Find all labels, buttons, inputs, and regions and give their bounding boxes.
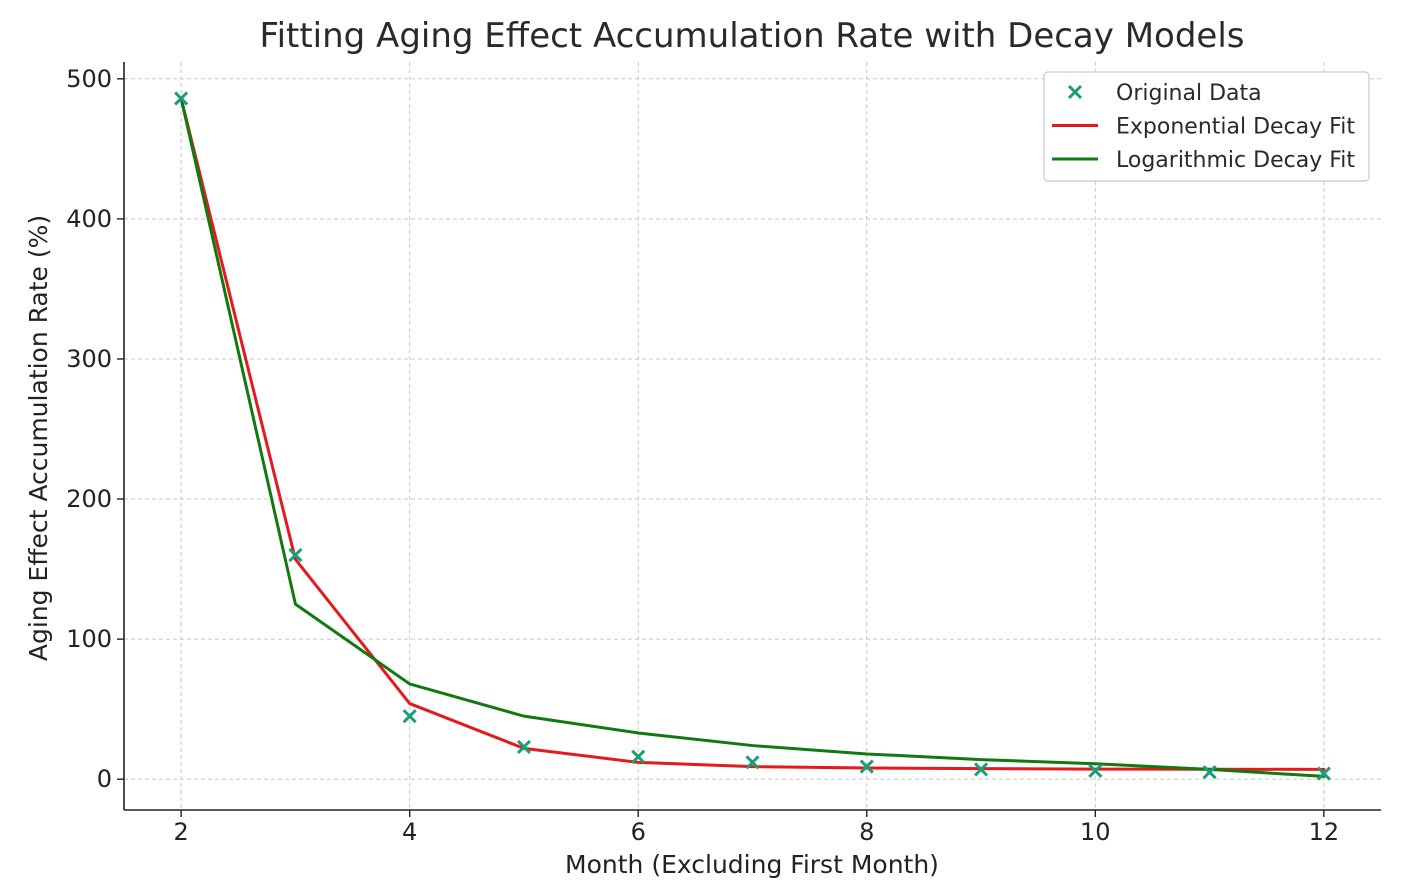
x-tick-label: 4 (402, 818, 417, 846)
y-tick-label: 400 (66, 205, 112, 233)
data-point-marker (745, 755, 760, 770)
x-tick-label: 6 (631, 818, 646, 846)
data-point-marker (1202, 765, 1217, 780)
data-point-marker (516, 739, 532, 755)
axes: 2 4 6 8 10 12 0 100 200 300 400 500 (66, 62, 1381, 846)
series-line-1 (179, 96, 1326, 771)
x-tick-label: 12 (1309, 818, 1340, 846)
plot-series (174, 91, 1331, 781)
y-tick-label: 100 (66, 625, 112, 653)
legend-marker-0 (1067, 84, 1083, 100)
x-axis-title: Month (Excluding First Month) (565, 850, 939, 879)
data-point-marker (859, 759, 874, 774)
data-point-marker (1088, 763, 1103, 778)
y-tick-label: 0 (97, 765, 112, 793)
data-point-marker (973, 762, 989, 777)
x-tick-label: 10 (1080, 818, 1111, 846)
legend-label-0: Original Data (1116, 81, 1262, 106)
x-tick-label: 2 (173, 818, 188, 846)
legend-box (1043, 71, 1370, 182)
data-point-marker (631, 749, 646, 764)
x-tick-label: 8 (859, 818, 874, 846)
data-point-marker (1316, 766, 1331, 781)
data-point-marker (402, 709, 417, 724)
y-tick-label: 500 (66, 65, 112, 93)
data-point-marker (288, 548, 303, 563)
y-axis-title: Aging Effect Accumulation Rate (%) (24, 215, 53, 661)
legend-label-1: Exponential Decay Fit (1116, 115, 1355, 140)
y-tick-label: 200 (66, 485, 112, 513)
data-point-marker (174, 91, 189, 106)
series-line-2 (179, 96, 1326, 778)
chart-title: Fitting Aging Effect Accumulation Rate w… (259, 16, 1244, 56)
legend-label-2: Logarithmic Decay Fit (1116, 148, 1355, 173)
y-tick-label: 300 (66, 345, 112, 373)
legend: Original Data Exponential Decay Fit Logari… (1043, 71, 1370, 182)
